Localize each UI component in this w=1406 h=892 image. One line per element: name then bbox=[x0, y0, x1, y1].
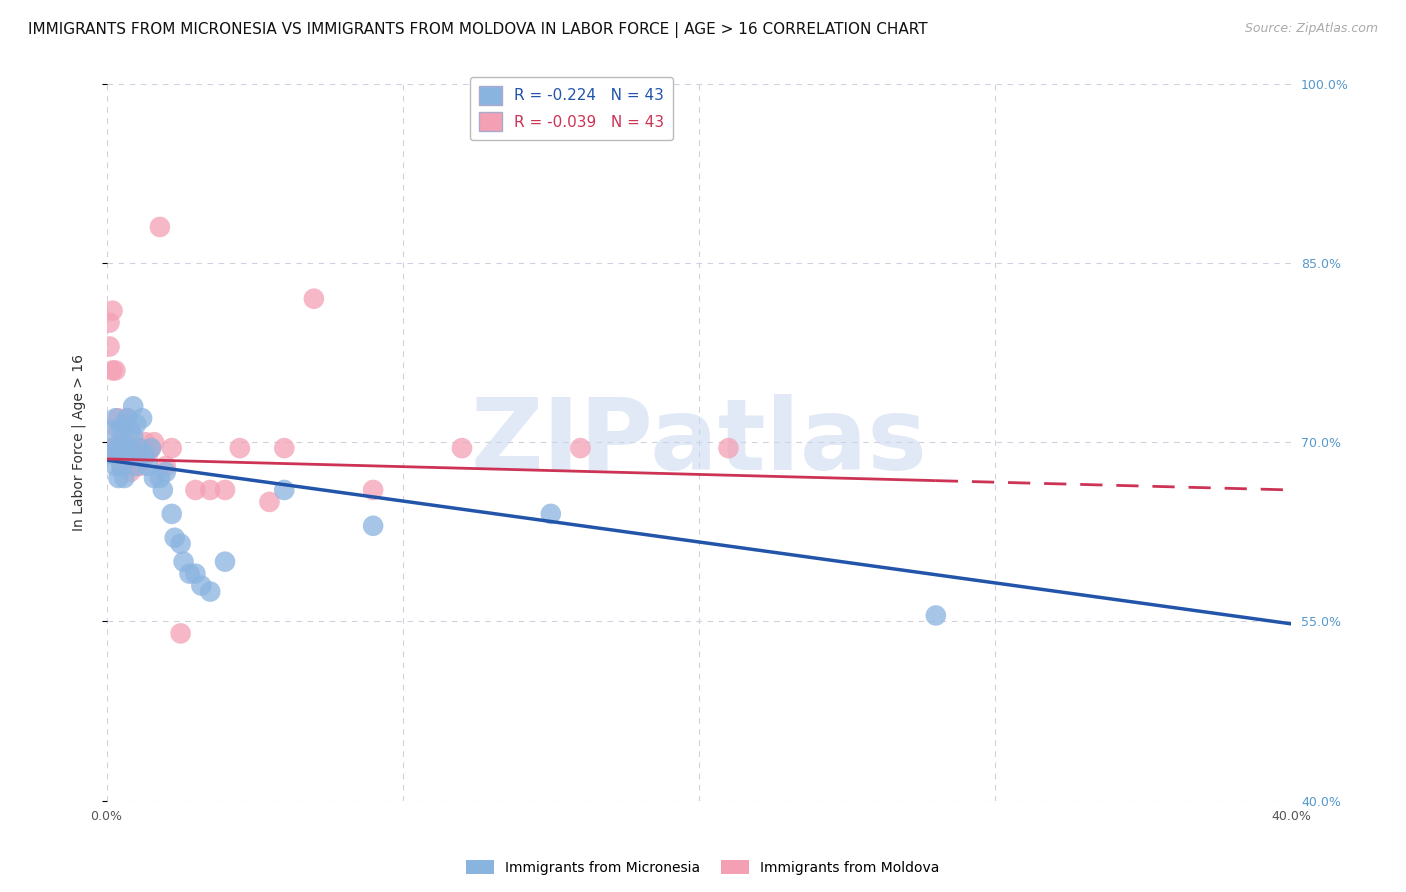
Point bbox=[117, 441, 139, 455]
Point bbox=[112, 441, 135, 455]
Point bbox=[134, 447, 156, 461]
Legend: Immigrants from Micronesia, Immigrants from Moldova: Immigrants from Micronesia, Immigrants f… bbox=[461, 855, 945, 880]
Point bbox=[120, 423, 142, 437]
Point bbox=[125, 417, 148, 432]
Point bbox=[117, 411, 139, 425]
Point bbox=[117, 447, 139, 461]
Point bbox=[273, 441, 295, 455]
Point bbox=[136, 458, 159, 473]
Point bbox=[98, 339, 121, 353]
Point bbox=[136, 447, 159, 461]
Point bbox=[110, 435, 132, 450]
Point bbox=[104, 458, 127, 473]
Point bbox=[131, 441, 153, 455]
Point bbox=[125, 441, 148, 455]
Point bbox=[98, 316, 121, 330]
Text: IMMIGRANTS FROM MICRONESIA VS IMMIGRANTS FROM MOLDOVA IN LABOR FORCE | AGE > 16 : IMMIGRANTS FROM MICRONESIA VS IMMIGRANTS… bbox=[28, 22, 928, 38]
Point bbox=[717, 441, 740, 455]
Point bbox=[155, 465, 177, 479]
Point bbox=[190, 578, 212, 592]
Point bbox=[169, 537, 191, 551]
Point bbox=[104, 441, 127, 455]
Point bbox=[149, 219, 172, 234]
Point bbox=[229, 441, 252, 455]
Point bbox=[101, 303, 124, 318]
Point bbox=[143, 435, 166, 450]
Point bbox=[101, 423, 124, 437]
Point bbox=[112, 435, 135, 450]
Point bbox=[122, 441, 145, 455]
Point bbox=[107, 423, 129, 437]
Point bbox=[122, 447, 145, 461]
Point bbox=[361, 518, 384, 533]
Point bbox=[149, 471, 172, 485]
Point bbox=[200, 483, 222, 497]
Point bbox=[173, 555, 195, 569]
Point bbox=[160, 507, 183, 521]
Point bbox=[273, 483, 295, 497]
Point bbox=[110, 458, 132, 473]
Point bbox=[120, 465, 142, 479]
Point bbox=[128, 441, 150, 455]
Point bbox=[925, 608, 948, 623]
Point bbox=[110, 441, 132, 455]
Point bbox=[134, 435, 156, 450]
Point bbox=[112, 471, 135, 485]
Point bbox=[302, 292, 325, 306]
Point bbox=[361, 483, 384, 497]
Point bbox=[155, 458, 177, 473]
Point bbox=[122, 429, 145, 443]
Point bbox=[110, 435, 132, 450]
Text: Source: ZipAtlas.com: Source: ZipAtlas.com bbox=[1244, 22, 1378, 36]
Point bbox=[120, 441, 142, 455]
Point bbox=[143, 471, 166, 485]
Point bbox=[104, 411, 127, 425]
Point bbox=[101, 441, 124, 455]
Point bbox=[259, 495, 281, 509]
Point bbox=[163, 531, 186, 545]
Point bbox=[451, 441, 474, 455]
Point bbox=[101, 441, 124, 455]
Point bbox=[128, 458, 150, 473]
Point bbox=[125, 458, 148, 473]
Point bbox=[214, 555, 236, 569]
Point bbox=[110, 458, 132, 473]
Point bbox=[117, 411, 139, 425]
Point bbox=[139, 441, 162, 455]
Point bbox=[131, 411, 153, 425]
Legend: R = -0.224   N = 43, R = -0.039   N = 43: R = -0.224 N = 43, R = -0.039 N = 43 bbox=[470, 77, 673, 140]
Point bbox=[152, 483, 174, 497]
Point bbox=[179, 566, 201, 581]
Point bbox=[139, 441, 162, 455]
Point bbox=[569, 441, 592, 455]
Point bbox=[540, 507, 562, 521]
Point bbox=[200, 584, 222, 599]
Point bbox=[104, 363, 127, 377]
Point bbox=[107, 471, 129, 485]
Point bbox=[107, 411, 129, 425]
Text: ZIPatlas: ZIPatlas bbox=[471, 393, 928, 491]
Point bbox=[122, 399, 145, 413]
Point bbox=[120, 458, 142, 473]
Point bbox=[184, 483, 207, 497]
Point bbox=[125, 441, 148, 455]
Y-axis label: In Labor Force | Age > 16: In Labor Force | Age > 16 bbox=[72, 353, 86, 531]
Point bbox=[107, 441, 129, 455]
Point bbox=[112, 417, 135, 432]
Point bbox=[112, 417, 135, 432]
Point bbox=[110, 423, 132, 437]
Point bbox=[184, 566, 207, 581]
Point bbox=[214, 483, 236, 497]
Point bbox=[98, 447, 121, 461]
Point bbox=[169, 626, 191, 640]
Point bbox=[101, 363, 124, 377]
Point bbox=[160, 441, 183, 455]
